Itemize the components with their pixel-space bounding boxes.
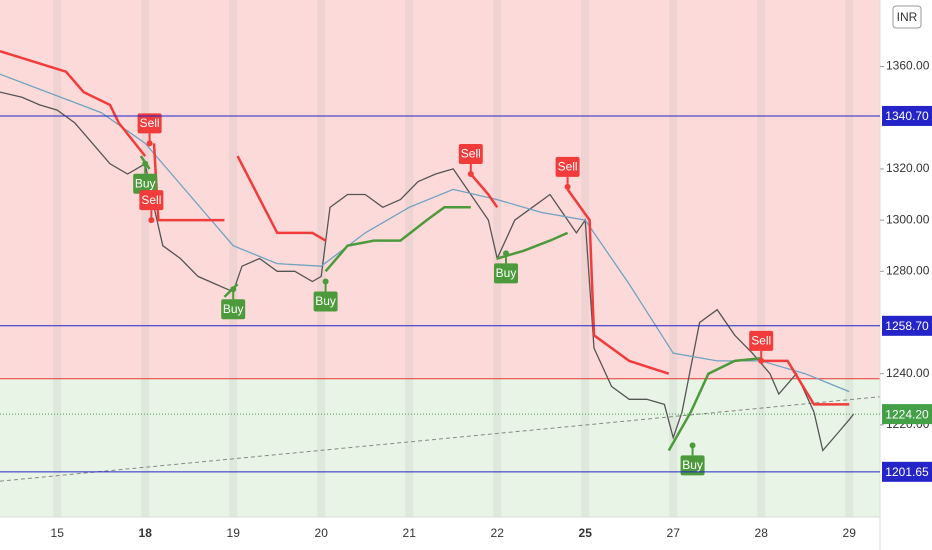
signal-label: Buy — [315, 294, 336, 308]
level-box — [882, 404, 932, 425]
signal-dot — [564, 183, 571, 190]
series-line — [0, 73, 850, 393]
signal: Buy — [680, 442, 705, 476]
x-tick-label: 28 — [755, 526, 769, 540]
y-tick-label: 1300.00 — [886, 212, 930, 226]
currency-box — [892, 5, 922, 29]
signal-box — [221, 299, 246, 320]
buy-zone — [0, 378, 880, 517]
signal-dot — [146, 140, 153, 147]
signal-label: Sell — [141, 193, 161, 207]
level-label: 1340.70 — [885, 109, 929, 123]
session-band — [317, 0, 326, 517]
signal-label: Sell — [461, 147, 481, 161]
x-tick-label: 29 — [843, 526, 857, 540]
x-tick-label: 15 — [51, 526, 65, 540]
level-box — [882, 315, 932, 336]
signal-label: Sell — [140, 116, 160, 130]
y-tick-label: 1320.00 — [886, 161, 930, 175]
signal-box — [555, 156, 580, 177]
y-tick-label: 1360.00 — [886, 59, 930, 73]
signal-box — [749, 330, 774, 351]
x-tick-label: 21 — [403, 526, 417, 540]
session-band — [669, 0, 678, 517]
series-line — [0, 91, 855, 452]
signal-label: Buy — [135, 176, 156, 190]
session-band — [53, 0, 62, 517]
level-box — [882, 461, 932, 482]
signal-dot — [503, 250, 509, 257]
x-tick-label: 25 — [579, 526, 593, 540]
session-band — [581, 0, 590, 517]
x-tick-label: 20 — [315, 526, 329, 540]
signal: Buy — [494, 250, 518, 284]
signal-dot — [148, 217, 155, 224]
signal-dot — [230, 286, 237, 293]
signal-label: Sell — [751, 334, 771, 348]
signal: Sell — [555, 156, 580, 190]
signal-dot — [467, 171, 474, 178]
signal-dot — [142, 160, 149, 167]
signal-box — [458, 144, 483, 165]
signal-label: Sell — [558, 160, 578, 174]
signal: Buy — [133, 160, 158, 194]
level-label: 1224.20 — [885, 407, 929, 421]
signal-box — [139, 190, 164, 211]
signal: Buy — [313, 278, 338, 312]
series-line — [0, 50, 850, 406]
signal-box — [133, 173, 158, 194]
signal-box — [680, 455, 705, 476]
signal-label: Buy — [496, 266, 517, 280]
signal: Sell — [137, 113, 162, 147]
signal-box — [494, 263, 518, 284]
session-band — [405, 0, 414, 517]
signal-dot — [689, 442, 696, 449]
signal-box — [313, 291, 338, 312]
level-label: 1258.70 — [885, 319, 929, 333]
session-band — [229, 0, 238, 517]
trend-line — [0, 396, 881, 482]
currency-label: INR — [897, 10, 918, 24]
x-tick-label: 27 — [667, 526, 681, 540]
session-band — [757, 0, 766, 517]
sell-zone — [0, 0, 880, 379]
signal-dot — [758, 357, 765, 364]
signal-label: Buy — [682, 458, 703, 472]
signal: Sell — [749, 330, 774, 364]
y-tick-label: 1240.00 — [886, 366, 930, 380]
signal-box — [137, 113, 162, 134]
signal-label: Buy — [223, 302, 244, 316]
session-band — [845, 0, 854, 517]
price-axis — [880, 0, 932, 550]
signal: Sell — [458, 144, 483, 178]
level-box — [882, 105, 932, 126]
level-label: 1201.65 — [885, 465, 929, 479]
signal: Sell — [139, 190, 164, 224]
session-band — [141, 0, 150, 517]
x-tick-label: 18 — [139, 526, 153, 540]
y-tick-label: 1280.00 — [886, 263, 930, 277]
x-tick-label: 19 — [227, 526, 241, 540]
signal: Buy — [221, 286, 246, 320]
signal-dot — [322, 278, 329, 285]
x-tick-label: 22 — [491, 526, 505, 540]
